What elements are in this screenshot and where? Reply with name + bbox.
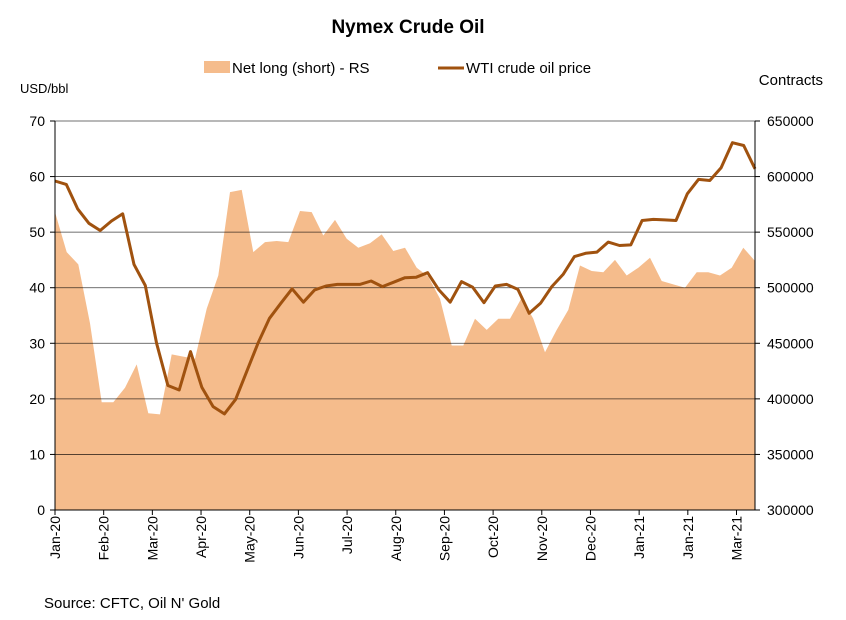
left-tick-label: 50 bbox=[29, 224, 45, 240]
left-tick-label: 20 bbox=[29, 391, 45, 407]
x-tick-label: Feb-20 bbox=[96, 516, 112, 561]
right-tick-label: 600000 bbox=[767, 169, 814, 185]
gridlines bbox=[55, 120, 755, 455]
x-tick-label: Jan-20 bbox=[47, 516, 63, 559]
x-axis-ticks: Jan-20 Feb-20 Mar-20 Apr-20 May-20 Jun-20 Jul-… bbox=[47, 510, 745, 563]
source-note: Source: CFTC, Oil N' Gold bbox=[44, 595, 220, 612]
line-layer bbox=[54, 141, 757, 416]
left-tick-label: 70 bbox=[29, 113, 45, 129]
x-tick-label: Apr-20 bbox=[193, 516, 209, 558]
x-tick-label: Jul-20 bbox=[339, 516, 355, 554]
left-axis-label: USD/bbl bbox=[20, 81, 69, 96]
x-tick-label: Jan-21 bbox=[631, 516, 647, 559]
right-tick-label: 450000 bbox=[767, 335, 814, 351]
legend-swatch-net-long bbox=[204, 61, 230, 73]
x-tick-label: Mar-20 bbox=[144, 516, 160, 561]
x-tick-label: Jan-21 bbox=[680, 516, 696, 559]
x-tick-label: Mar-21 bbox=[729, 516, 745, 561]
left-tick-label: 0 bbox=[37, 502, 45, 518]
legend-label-wti: WTI crude oil price bbox=[466, 60, 591, 77]
x-tick-label: May-20 bbox=[242, 516, 258, 563]
right-tick-label: 500000 bbox=[767, 280, 814, 296]
left-tick-label: 30 bbox=[29, 335, 45, 351]
left-tick-label: 60 bbox=[29, 169, 45, 185]
right-axis-label: Contracts bbox=[759, 72, 823, 89]
legend-label-net-long: Net long (short) - RS bbox=[232, 60, 370, 77]
left-axis-ticks: 0 10 20 30 40 50 60 70 bbox=[29, 113, 55, 518]
chart-title: Nymex Crude Oil bbox=[331, 17, 484, 38]
area-layer bbox=[55, 189, 755, 510]
x-tick-label: Sep-20 bbox=[436, 516, 452, 561]
wti-price-line bbox=[54, 141, 757, 416]
right-tick-label: 550000 bbox=[767, 224, 814, 240]
net-long-area bbox=[55, 189, 755, 510]
x-tick-label: Jun-20 bbox=[290, 516, 306, 559]
x-tick-label: Dec-20 bbox=[582, 516, 598, 561]
right-tick-label: 350000 bbox=[767, 446, 814, 462]
x-tick-label: Nov-20 bbox=[534, 516, 550, 561]
x-tick-label: Oct-20 bbox=[485, 516, 501, 558]
right-tick-label: 400000 bbox=[767, 391, 814, 407]
axes bbox=[54, 121, 756, 511]
x-tick-label: Aug-20 bbox=[388, 516, 404, 561]
right-axis-ticks: 300000 350000 400000 450000 500000 550000 6000… bbox=[755, 113, 814, 518]
right-tick-label: 300000 bbox=[767, 502, 814, 518]
left-tick-label: 10 bbox=[29, 446, 45, 462]
right-tick-label: 650000 bbox=[767, 113, 814, 129]
left-tick-label: 40 bbox=[29, 280, 45, 296]
